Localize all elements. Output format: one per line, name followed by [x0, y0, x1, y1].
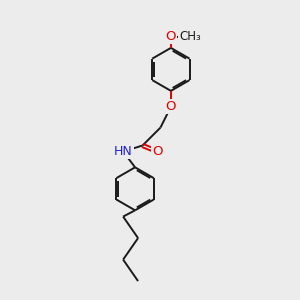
- Text: O: O: [166, 100, 176, 113]
- Text: HN: HN: [114, 145, 133, 158]
- Text: O: O: [166, 30, 176, 43]
- Text: O: O: [152, 145, 163, 158]
- Text: CH₃: CH₃: [179, 30, 201, 43]
